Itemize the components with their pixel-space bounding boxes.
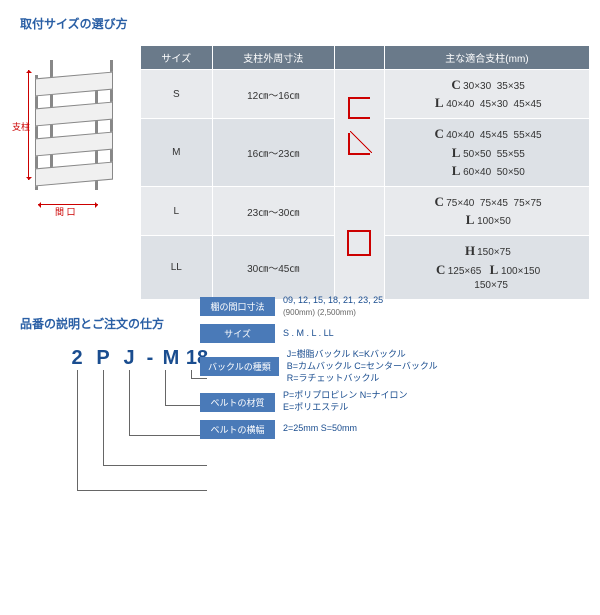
opening-label: 間 口 [55, 205, 76, 218]
size-s: S [141, 70, 213, 119]
shape-lll [334, 186, 384, 299]
th-outer: 支柱外周寸法 [212, 46, 334, 70]
desc-label-2: バックルの種類 [200, 357, 279, 376]
desc-label-0: 棚の間口寸法 [200, 297, 275, 316]
compat-s: C30×30 35×35L40×40 45×30 45×45 [384, 70, 589, 119]
code-1: P [91, 347, 115, 370]
compat-ll: H150×75C125×65 L100×150 150×75 [384, 236, 589, 299]
desc-text-3: P=ポリプロピレン N=ナイロン E=ポリエステル [283, 390, 580, 413]
outer-l: 23㎝～30㎝ [212, 186, 334, 235]
shelf-diagram: 支柱 間 口 [10, 50, 130, 210]
th-size: サイズ [141, 46, 213, 70]
compat-l: C75×40 75×45 75×75L100×50 [384, 186, 589, 235]
pillar-label: 支柱 [12, 120, 30, 133]
compat-m: C40×40 45×45 55×45L50×50 55×55L60×40 50×… [384, 119, 589, 187]
desc-row-3: ベルトの材質 P=ポリプロピレン N=ナイロン E=ポリエステル [200, 390, 580, 413]
desc-text-1: S . M . L . LL [283, 328, 580, 340]
top-section: 支柱 間 口 サイズ 支柱外周寸法 主な適合支柱(mm) S 12㎝～16㎝ C… [0, 40, 600, 300]
desc-row-0: 棚の間口寸法 09, 12, 15, 18, 21, 23, 25(900mm)… [200, 295, 580, 318]
outer-s: 12㎝～16㎝ [212, 70, 334, 119]
th-compat: 主な適合支柱(mm) [384, 46, 589, 70]
desc-text-4: 2=25mm S=50mm [283, 423, 580, 435]
desc-text-0: 09, 12, 15, 18, 21, 23, 25(900mm) (2,500… [283, 295, 580, 318]
size-l: L [141, 186, 213, 235]
desc-row-1: サイズ S . M . L . LL [200, 324, 580, 343]
size-m: M [141, 119, 213, 187]
desc-label-1: サイズ [200, 324, 275, 343]
desc-label-4: ベルトの横幅 [200, 420, 275, 439]
desc-text-2: J=樹脂バックル K=Kバックル B=カムバックル C=センターバックル R=ラ… [287, 349, 580, 384]
sizing-title: 取付サイズの選び方 [20, 15, 600, 32]
code-0: 2 [65, 347, 89, 370]
size-table: サイズ 支柱外周寸法 主な適合支柱(mm) S 12㎝～16㎝ C30×30 3… [140, 45, 590, 300]
desc-row-4: ベルトの横幅 2=25mm S=50mm [200, 420, 580, 439]
desc-list: 棚の間口寸法 09, 12, 15, 18, 21, 23, 25(900mm)… [200, 295, 580, 445]
desc-label-3: ベルトの材質 [200, 393, 275, 412]
outer-m: 16㎝～23㎝ [212, 119, 334, 187]
code-3: - [143, 347, 157, 370]
size-ll: LL [141, 236, 213, 299]
outer-ll: 30㎝～45㎝ [212, 236, 334, 299]
th-shape [334, 46, 384, 70]
code-2: J [117, 347, 141, 370]
code-4: M [159, 347, 183, 370]
shape-sm [334, 70, 384, 187]
desc-row-2: バックルの種類 J=樹脂バックル K=Kバックル B=カムバックル C=センター… [200, 349, 580, 384]
